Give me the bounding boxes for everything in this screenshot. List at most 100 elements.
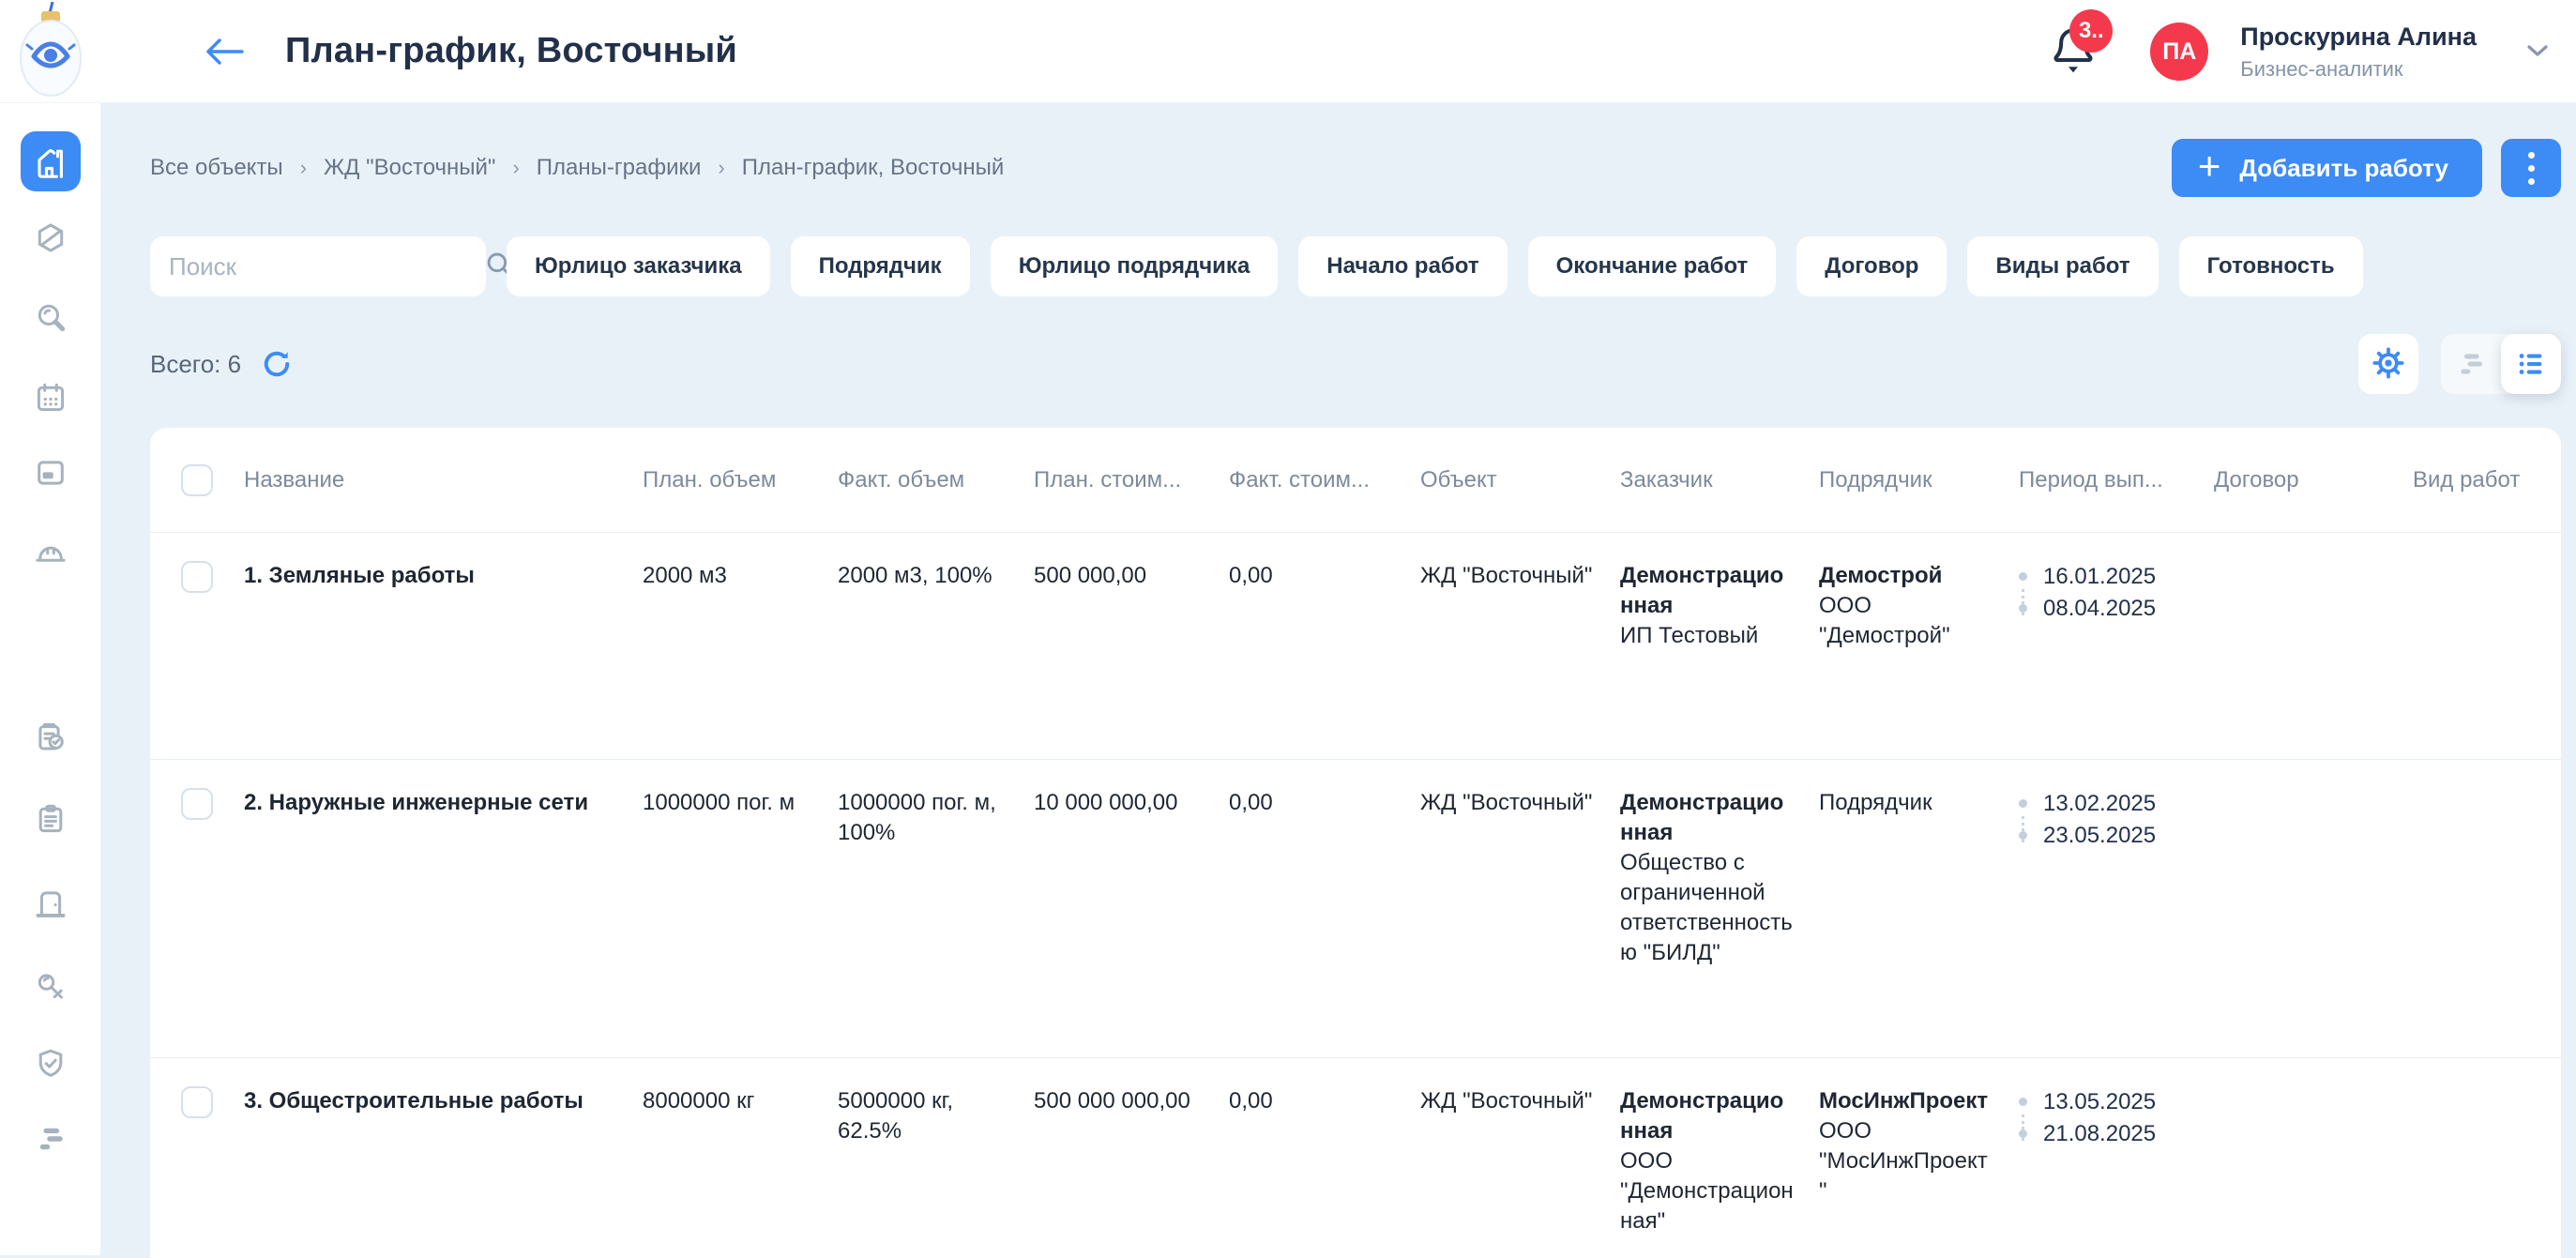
- top-header: План-график, Восточный 3.. ПА Проскурина…: [0, 0, 2576, 103]
- period-start: 13.05.2025: [2019, 1086, 2190, 1118]
- back-button[interactable]: [205, 37, 244, 67]
- cell-object: ЖД "Восточный": [1420, 790, 1593, 815]
- column-header[interactable]: План. объем: [643, 466, 777, 493]
- period-end: 23.05.2025: [2019, 820, 2190, 852]
- add-work-button[interactable]: + Добавить работу: [2171, 139, 2482, 197]
- sidebar-item-panel[interactable]: [34, 456, 68, 494]
- sidebar-item-home[interactable]: [20, 131, 81, 191]
- breadcrumb-item[interactable]: Все объекты: [150, 155, 283, 180]
- sidebar-item-search[interactable]: [34, 300, 68, 339]
- cell-customer-subtitle: Общество с ограниченной ответственностью…: [1620, 850, 1793, 965]
- filter-chip[interactable]: Юрлицо заказчика: [507, 236, 770, 296]
- cell-work-type: [2413, 1086, 2561, 1249]
- breadcrumb-item[interactable]: ЖД "Восточный": [324, 155, 496, 180]
- cell-plan-cost: 500 000,00: [1034, 563, 1147, 588]
- sidebar-item-hexagon-slash[interactable]: [34, 221, 68, 260]
- period-start: 13.02.2025: [2019, 788, 2190, 820]
- clipboard-icon: [34, 804, 68, 840]
- settings-button[interactable]: [2358, 334, 2418, 394]
- cell-plan-volume: 1000000 пог. м: [643, 790, 796, 815]
- page-title: План-график, Восточный: [285, 31, 737, 70]
- notifications-button[interactable]: 3..: [2049, 8, 2114, 80]
- more-actions-button[interactable]: [2501, 139, 2561, 197]
- search-box[interactable]: [150, 236, 511, 296]
- cell-plan-volume: 2000 м3: [643, 563, 727, 588]
- column-header[interactable]: Название: [244, 466, 345, 493]
- column-header[interactable]: Объект: [1420, 466, 1497, 493]
- column-header[interactable]: Факт. объем: [838, 466, 965, 493]
- filter-bar: Юрлицо заказчика Подрядчик Юрлицо подрядчи…: [150, 236, 2561, 296]
- home-icon: [20, 131, 81, 191]
- sidebar-item-clipboard[interactable]: [34, 802, 68, 841]
- cell-fact-cost: 0,00: [1229, 1088, 1273, 1114]
- column-header[interactable]: Договор: [2214, 466, 2299, 493]
- breadcrumb-item[interactable]: Планы-графики: [536, 155, 702, 180]
- sidebar: [0, 103, 100, 1255]
- cell-object: ЖД "Восточный": [1420, 563, 1593, 588]
- user-name: Проскурина Алина: [2240, 22, 2477, 51]
- table-row[interactable]: 3. Общестроительные работы 8000000 кг 5000…: [150, 1058, 2561, 1258]
- period-connector: [2022, 816, 2024, 842]
- filter-chip[interactable]: Договор: [1796, 236, 1947, 296]
- cell-customer-title: Демонстрационная: [1620, 790, 1784, 845]
- filter-chip[interactable]: Подрядчик: [790, 236, 970, 296]
- cell-customer: Демонстрационная ООО "Демонстрационная": [1620, 1086, 1819, 1249]
- table-row[interactable]: 1. Земляные работы 2000 м3 2000 м3, 100% 50…: [150, 533, 2561, 760]
- cell-fact-cost: 0,00: [1229, 563, 1273, 588]
- filter-chip[interactable]: Готовность: [2178, 236, 2363, 296]
- notification-badge: 3..: [2069, 8, 2114, 53]
- breadcrumb: Все объекты › ЖД "Восточный" › Планы-графики…: [150, 155, 1004, 181]
- shield-check-icon: [34, 1049, 68, 1084]
- column-header[interactable]: План. стоим...: [1034, 466, 1182, 493]
- cell-plan-cost: 10 000 000,00: [1034, 790, 1178, 815]
- sidebar-item-key[interactable]: [34, 969, 68, 1008]
- hexagon-slash-icon: [34, 223, 68, 259]
- row-checkbox[interactable]: [181, 788, 213, 820]
- sidebar-item-shield-check[interactable]: [34, 1047, 68, 1085]
- column-header[interactable]: Вид работ: [2413, 466, 2521, 493]
- cell-contractor: Подрядчик: [1819, 788, 2019, 1023]
- breadcrumb-item[interactable]: План-график, Восточный: [741, 155, 1005, 180]
- table-row[interactable]: 2. Наружные инженерные сети 1000000 пог. …: [150, 760, 2561, 1058]
- sidebar-item-calendar[interactable]: [34, 381, 68, 419]
- sidebar-item-gantt[interactable]: [34, 1122, 68, 1160]
- cell-customer-subtitle: ООО "Демонстрационная": [1620, 1148, 1794, 1234]
- refresh-icon[interactable]: [260, 347, 294, 381]
- cell-period: 13.02.2025 23.05.2025: [2019, 788, 2214, 1023]
- filter-chip[interactable]: Виды работ: [1967, 236, 2159, 296]
- filter-chip[interactable]: Начало работ: [1298, 236, 1508, 296]
- breadcrumb-separator: ›: [512, 156, 520, 179]
- clipboard-check-icon: [34, 722, 68, 758]
- column-header[interactable]: Подрядчик: [1819, 466, 1932, 493]
- breadcrumb-separator: ›: [299, 156, 308, 179]
- cell-work-type: [2413, 561, 2561, 725]
- app-logo-icon: [9, 1, 92, 106]
- cell-fact-volume: 1000000 пог. м, 100%: [838, 790, 996, 845]
- column-header[interactable]: Период вып...: [2019, 466, 2163, 493]
- filter-chip[interactable]: Окончание работ: [1527, 236, 1777, 296]
- row-checkbox[interactable]: [181, 1086, 213, 1118]
- period-end: 08.04.2025: [2019, 593, 2190, 625]
- select-all-checkbox[interactable]: [181, 463, 213, 496]
- cell-contractor-subtitle: Подрядчик: [1819, 790, 1932, 815]
- filter-chip[interactable]: Юрлицо подрядчика: [990, 236, 1279, 296]
- cell-customer: Демонстрационная ИП Тестовый: [1620, 561, 1819, 725]
- user-menu-chevron-icon[interactable]: [2523, 41, 2552, 63]
- cell-work-type: [2413, 788, 2561, 1023]
- cell-name: 2. Наружные инженерные сети: [244, 790, 589, 815]
- door-icon: [34, 891, 68, 924]
- breadcrumb-separator: ›: [718, 156, 725, 179]
- row-checkbox[interactable]: [181, 561, 213, 593]
- work-table: Название План. объем Факт. объем План. стои…: [150, 428, 2561, 1258]
- cell-contract: [2214, 1086, 2413, 1249]
- gantt-view-button[interactable]: [2441, 334, 2501, 394]
- list-view-button[interactable]: [2501, 334, 2561, 394]
- column-header[interactable]: Заказчик: [1620, 466, 1713, 493]
- user-avatar[interactable]: ПА: [2150, 23, 2209, 81]
- sidebar-item-helmet[interactable]: [34, 538, 68, 576]
- column-header[interactable]: Факт. стоим...: [1229, 466, 1371, 493]
- search-input[interactable]: [169, 251, 483, 281]
- cell-customer: Демонстрационная Общество с ограниченной …: [1620, 788, 1819, 1023]
- sidebar-item-door[interactable]: [34, 887, 68, 925]
- sidebar-item-clipboard-check[interactable]: [34, 720, 68, 759]
